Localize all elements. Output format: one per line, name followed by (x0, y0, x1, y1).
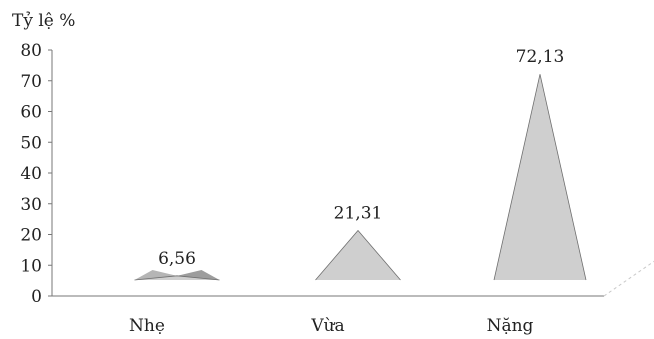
bars: 6,56 Nhẹ 21,31 Vừa 72,13 Nặng (129, 47, 587, 336)
data-label: 6,56 (158, 249, 196, 269)
y-tick-label: 10 (20, 256, 42, 276)
y-tick-label: 0 (31, 287, 42, 307)
y-ticks: 0 10 20 30 40 50 60 70 80 (20, 41, 52, 307)
bar-face-front (134, 275, 220, 280)
bar-nhẹ: 6,56 Nhẹ (129, 249, 220, 336)
y-tick-label: 20 (20, 226, 42, 246)
floor-depth-line (603, 260, 654, 297)
y-axis-title: Tỷ lệ % (12, 11, 75, 31)
plot-area: 0 10 20 30 40 50 60 70 80 6,56 Nhẹ 21,31 Vừa 72,13 Nặ… (20, 41, 654, 336)
bar-outline (315, 229, 401, 281)
bar-face-front (315, 230, 401, 280)
y-tick-label: 70 (20, 72, 42, 92)
bar-face-front (494, 74, 586, 280)
x-category-label: Vừa (310, 316, 344, 336)
data-label: 21,31 (334, 203, 383, 223)
bar-outline (493, 74, 587, 281)
bar-face-left (134, 270, 177, 280)
y-tick-label: 50 (20, 133, 42, 153)
y-tick-label: 60 (20, 103, 42, 123)
bar-vừa: 21,31 Vừa (310, 203, 401, 336)
x-category-label: Nhẹ (129, 316, 165, 336)
data-label: 72,13 (516, 47, 565, 67)
bar-nặng: 72,13 Nặng (487, 47, 587, 336)
y-tick-label: 30 (20, 195, 42, 215)
bar-face-right (177, 270, 220, 280)
y-tick-label: 80 (20, 41, 42, 61)
x-category-label: Nặng (487, 316, 534, 336)
y-tick-label: 40 (20, 164, 42, 184)
bar-outline (134, 275, 220, 281)
